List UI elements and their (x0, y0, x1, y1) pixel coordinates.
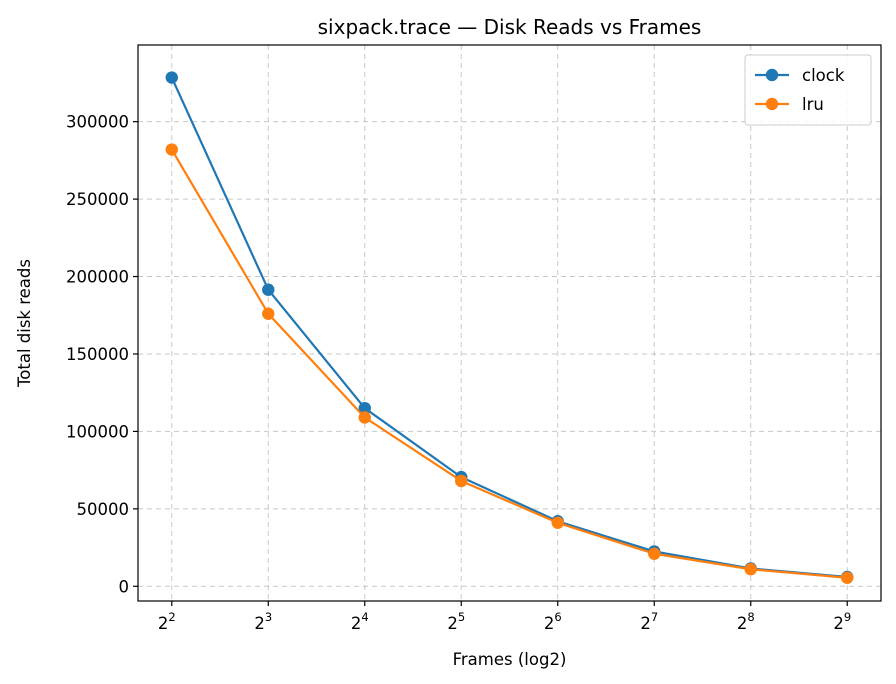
grid (138, 45, 881, 601)
y-tick-label: 100000 (66, 422, 129, 441)
x-tick-label-base: 2 (158, 614, 169, 633)
x-axis-label: Frames (log2) (453, 650, 567, 669)
x-tick-label: 26 (544, 610, 562, 633)
series-layer (165, 71, 854, 584)
y-tick-label: 200000 (66, 268, 129, 287)
data-point-lru (648, 547, 661, 560)
data-point-clock (262, 283, 275, 296)
plot-frame (137, 44, 882, 602)
x-tick-label-base: 2 (737, 614, 748, 633)
series-line-lru (170, 148, 848, 579)
chart-title: sixpack.trace — Disk Reads vs Frames (318, 15, 702, 39)
x-tick-label-exponent: 8 (747, 610, 754, 624)
y-tick-label: 300000 (66, 113, 129, 132)
legend: clock lru (744, 54, 872, 126)
x-tick-label: 24 (351, 610, 369, 633)
x-tick-label-exponent: 9 (844, 610, 851, 624)
data-point-lru (262, 307, 275, 320)
y-tick-label: 150000 (66, 345, 129, 364)
data-point-lru (841, 571, 854, 584)
data-point-lru (744, 563, 757, 576)
data-point-clock (358, 401, 371, 415)
x-tick-label-base: 2 (254, 614, 265, 633)
x-tick-label-base: 2 (544, 614, 555, 633)
x-tick-label: 27 (640, 610, 658, 633)
x-tick-label-exponent: 3 (265, 610, 272, 624)
x-tick-label-base: 2 (351, 614, 362, 633)
x-tick-label-exponent: 5 (458, 610, 465, 624)
legend-marker-clock (765, 68, 779, 82)
y-tick-label: 250000 (66, 190, 129, 209)
data-point-lru (551, 516, 564, 529)
data-point-lru (455, 474, 468, 488)
data-point-lru (165, 143, 178, 156)
series-lru (165, 143, 854, 584)
x-tick-label-base: 2 (833, 614, 844, 633)
x-tick-label: 28 (737, 610, 755, 633)
legend-label-clock: clock (802, 66, 845, 85)
x-tick-label-exponent: 4 (361, 610, 368, 624)
data-point-lru (358, 411, 371, 424)
x-tick-label: 25 (447, 610, 465, 633)
y-tick-label: 0 (119, 577, 130, 596)
x-tick-label-exponent: 7 (651, 610, 658, 624)
x-tick-label-exponent: 2 (168, 610, 175, 624)
x-tick-label: 29 (833, 610, 851, 633)
y-axis: 0 50000 100000 150000 200000 250000 300000 (66, 113, 138, 596)
x-tick-label: 23 (254, 610, 272, 633)
x-tick-label-base: 2 (447, 614, 458, 633)
data-point-clock (165, 71, 178, 84)
x-tick-label-base: 2 (640, 614, 651, 633)
x-tick-label-exponent: 6 (554, 610, 561, 624)
legend-label-lru: lru (802, 95, 824, 114)
x-tick-label: 22 (158, 610, 176, 633)
y-tick-label: 50000 (77, 500, 130, 519)
y-axis-label: Total disk reads (15, 259, 34, 388)
x-axis: 22 23 24 25 26 27 28 29 (158, 601, 851, 633)
legend-marker-lru (765, 97, 779, 111)
